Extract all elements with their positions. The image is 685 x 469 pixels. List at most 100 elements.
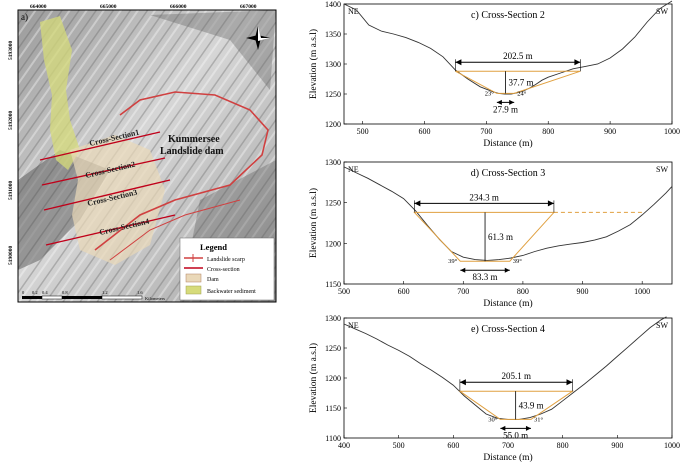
map-legend: Legend Landslide scarp Cross-section Dam… xyxy=(179,237,275,301)
x-tick-label-2: 700 xyxy=(457,287,469,296)
x-axis-label: Distance (m) xyxy=(483,298,532,309)
cross-section-1-chart: 500600700800120013001400Distance (m)Elev… xyxy=(0,312,283,469)
y-tick-label-0: 1200 xyxy=(325,120,341,129)
y-tick-label-2: 1300 xyxy=(325,60,341,69)
legend-item-backwater: Backwater sediment xyxy=(185,285,256,295)
plot-frame xyxy=(343,317,673,439)
top-width-arrowhead-right xyxy=(566,379,573,386)
y-tick-label-2: 1250 xyxy=(325,199,341,208)
bottom-width-arrowhead-left xyxy=(496,99,502,105)
height-label: 37.7 m xyxy=(509,77,534,87)
top-width-arrowhead-left xyxy=(459,379,466,386)
right-angle-label: 24° xyxy=(517,90,527,97)
x-tick-label-2: 600 xyxy=(447,441,459,450)
y-tick-label-0: 1150 xyxy=(325,280,341,289)
svg-text:Kilometers: Kilometers xyxy=(145,296,165,301)
y-tick-label-4: 1400 xyxy=(325,0,341,9)
left-angle-label: 23° xyxy=(485,90,495,97)
dam-trapezoid xyxy=(413,211,556,262)
y-tick-label-4: 1300 xyxy=(325,314,341,323)
plot-frame xyxy=(343,161,673,285)
x-tick-label-1: 500 xyxy=(393,441,405,450)
terrain-profile-line xyxy=(343,0,673,95)
top-width-arrowhead-left xyxy=(414,200,421,207)
svg-text:0: 0 xyxy=(22,290,25,295)
x-tick-label-1: 600 xyxy=(398,287,410,296)
legend-item-scarp: Landslide scarp xyxy=(184,254,245,263)
dam-area xyxy=(70,135,165,265)
x-tick-label-5: 900 xyxy=(611,441,623,450)
chart-title: d) Cross-Section 3 xyxy=(471,168,545,179)
y-axis-label: Elevation (m a.s.l) xyxy=(308,29,319,99)
height-label: 61.3 m xyxy=(488,232,513,242)
legend-label-dam: Dam xyxy=(207,277,219,283)
svg-text:1.6: 1.6 xyxy=(137,290,143,295)
map-y-tick-4: 5190000 xyxy=(8,246,14,266)
dam-trapezoid xyxy=(458,390,575,420)
legend-label-cross-section: Cross-section xyxy=(207,267,240,273)
y-tick-label-0: 1100 xyxy=(325,434,341,443)
svg-text:1.2: 1.2 xyxy=(102,290,108,295)
map-x-tick-1: 664000 xyxy=(30,4,47,10)
bottom-width-label: 83.3 m xyxy=(473,272,498,282)
bottom-width-arrowhead-right xyxy=(509,99,515,105)
x-tick-label-0: 400 xyxy=(338,441,350,450)
sw-label: SW xyxy=(656,321,668,330)
cross-section-2-chart: 500 600 700 800 900 1000 1200 1250 1300 1350 1400 D… xyxy=(308,0,680,149)
map-x-tick-4: 667000 xyxy=(240,4,257,10)
y-tick-label-3: 1350 xyxy=(325,30,341,39)
y-tick-label-1: 1150 xyxy=(325,404,341,413)
cross-section-line-3 xyxy=(43,179,171,211)
legend-item-dam: Dam xyxy=(185,273,219,283)
plot-frame xyxy=(343,3,673,125)
cross-section-4-chart: 400 500 600 700 800 900 1000 1100 1150 1200 1250 13… xyxy=(308,314,680,463)
map-y-tick-3: 5191000 xyxy=(8,181,14,201)
legend-label-scarp: Landslide scarp xyxy=(207,257,245,263)
svg-text:0.2: 0.2 xyxy=(32,290,38,295)
x-axis-label: Distance (m) xyxy=(483,138,532,149)
y-tick-label-3: 1300 xyxy=(325,158,341,167)
x-tick-label-1: 600 xyxy=(418,127,430,136)
terrain-profile-line xyxy=(343,166,673,261)
ne-label: NE xyxy=(348,321,359,330)
legend-label-backwater: Backwater sediment xyxy=(207,289,256,295)
y-axis-label: Elevation (m a.s.l) xyxy=(308,188,319,258)
bottom-width-label: 55.0 m xyxy=(503,430,528,440)
landslide-scarp xyxy=(94,91,269,251)
y-tick-label-1: 1250 xyxy=(325,90,341,99)
chart-title: c) Cross-Section 2 xyxy=(471,10,545,21)
ne-label: NE xyxy=(348,7,359,16)
top-width-label: 202.5 m xyxy=(503,51,533,61)
map-y-tick-2: 5192000 xyxy=(8,111,14,131)
x-tick-label-3: 700 xyxy=(502,441,514,450)
x-tick-label-3: 800 xyxy=(542,127,554,136)
top-width-label: 205.1 m xyxy=(501,371,531,381)
x-tick-label-5: 1000 xyxy=(634,287,650,296)
map-x-tick-2: 665000 xyxy=(100,4,117,10)
y-axis-label: Elevation (m a.s.l) xyxy=(308,343,319,413)
bottom-width-arrowhead-left xyxy=(460,267,466,273)
x-tick-label-0: 500 xyxy=(357,127,369,136)
north-arrow-icon xyxy=(246,26,270,50)
bottom-width-label: 27.9 m xyxy=(493,104,518,114)
landslide-map: Cross-Section1 Cross-Section2 Cross-Sect… xyxy=(8,4,277,303)
scale-bar: 0 0.2 0.4 0.8 1.2 1.6 Kilometers xyxy=(22,290,165,301)
sw-label: SW xyxy=(656,165,668,174)
map-x-tick-3: 666000 xyxy=(170,4,187,10)
top-width-arrowhead-right xyxy=(547,200,554,207)
svg-text:0.4: 0.4 xyxy=(42,290,48,295)
y-tick-label-2: 1200 xyxy=(325,374,341,383)
x-tick-label-4: 800 xyxy=(557,441,569,450)
height-label: 43.9 m xyxy=(519,400,544,410)
chart-title: e) Cross-Section 4 xyxy=(471,324,545,335)
x-tick-label-4: 900 xyxy=(604,127,616,136)
dam-trapezoid xyxy=(455,70,581,94)
x-tick-label-5: 1000 xyxy=(664,127,680,136)
y-tick-label-3: 1250 xyxy=(325,344,341,353)
right-angle-label: 39° xyxy=(513,258,523,265)
bottom-width-arrowhead-right xyxy=(525,425,531,431)
legend-item-cross-section: Cross-section xyxy=(184,267,240,273)
map-panel-label: a) xyxy=(21,12,28,22)
top-width-arrowhead-right xyxy=(574,59,581,66)
x-tick-label-4: 900 xyxy=(577,287,589,296)
